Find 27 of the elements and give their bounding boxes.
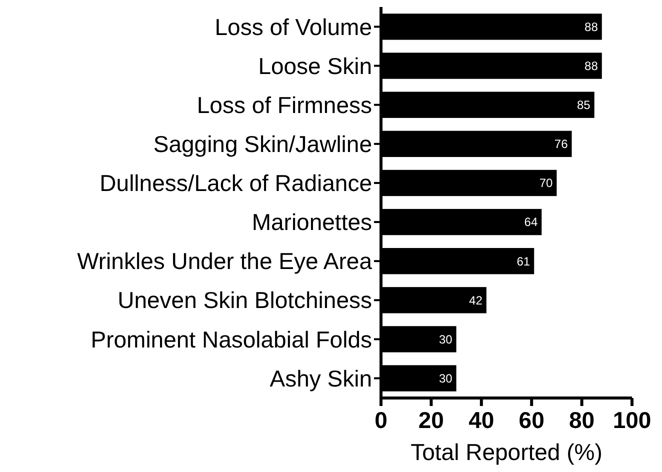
data-label: 70	[539, 176, 554, 190]
data-label: 42	[469, 293, 483, 308]
x-tick-label: 0	[374, 407, 388, 433]
data-label: 88	[584, 20, 598, 34]
data-label: 64	[524, 215, 538, 230]
y-tick-label: Marionettes	[252, 209, 372, 236]
data-label: 76	[554, 137, 568, 152]
y-tick-label: Loss of Firmness	[196, 92, 372, 118]
y-tick-label: Sagging Skin/Jawline	[153, 130, 372, 157]
data-label: 88	[584, 58, 598, 73]
data-label: 30	[438, 332, 453, 346]
data-label: 85	[576, 98, 591, 112]
data-label: 61	[516, 254, 530, 268]
data-label: 30	[438, 371, 453, 386]
y-tick-label: Wrinkles Under the Eye Area	[77, 248, 372, 274]
x-tick-label: 80	[569, 407, 595, 433]
y-tick-label: Loose Skin	[258, 52, 372, 79]
x-tick-label: 20	[418, 407, 444, 433]
x-axis-title: Total Reported (%)	[410, 439, 602, 465]
y-tick-label: Uneven Skin Blotchiness	[118, 287, 372, 314]
y-tick-label: Prominent Nasolabial Folds	[90, 326, 372, 352]
x-tick-label: 40	[468, 407, 494, 433]
y-tick-label: Ashy Skin	[270, 365, 372, 392]
y-tick-label: Dullness/Lack of Radiance	[100, 170, 372, 196]
y-tick-label: Loss of Volume	[214, 14, 372, 40]
x-tick-label: 100	[612, 407, 652, 433]
x-tick-label: 60	[518, 407, 544, 433]
